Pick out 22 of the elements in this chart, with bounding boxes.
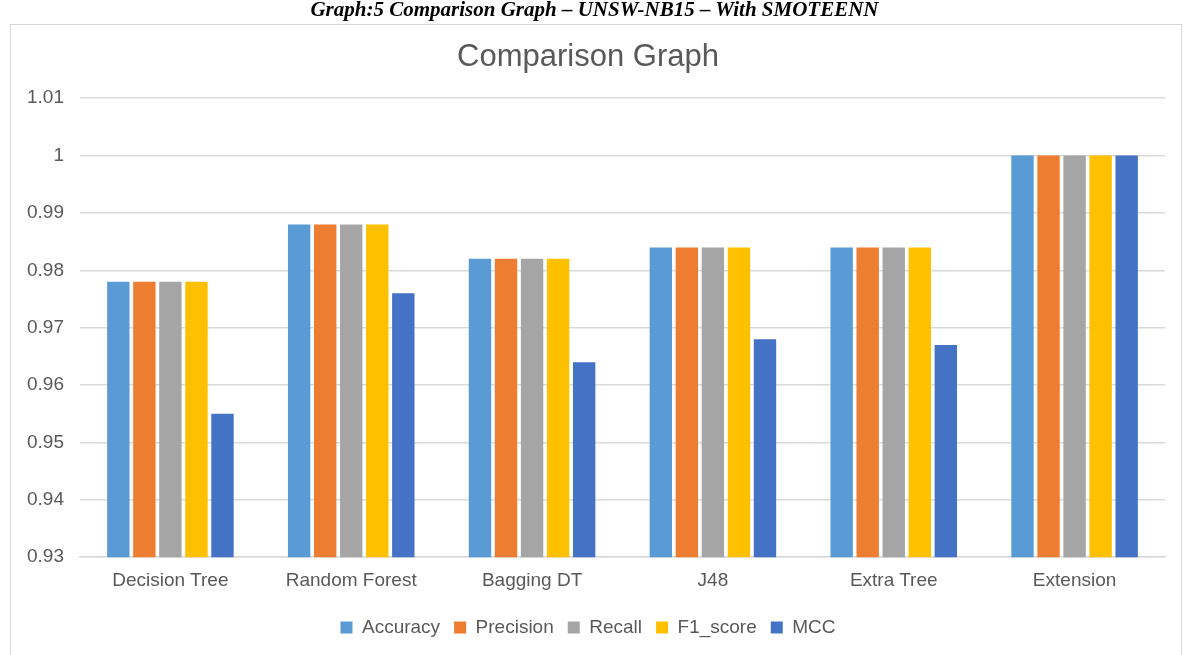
y-tick-label: 0.97 <box>27 315 64 337</box>
y-tick-label: 0.95 <box>27 430 64 452</box>
x-tick-label: Extension <box>1032 568 1117 590</box>
x-tick-label: Extra Tree <box>849 568 938 590</box>
x-tick-label: Decision Tree <box>112 568 229 590</box>
y-tick-label: 0.93 <box>27 545 64 567</box>
legend-label: Accuracy <box>361 615 441 637</box>
chart-title: Comparison Graph <box>457 38 719 74</box>
legend-label: MCC <box>792 615 836 637</box>
x-tick-label: Bagging DT <box>481 568 583 590</box>
y-tick-label: 0.98 <box>27 258 64 280</box>
x-tick-label: Random Forest <box>285 568 418 590</box>
y-tick-label: 1.01 <box>27 86 64 108</box>
x-tick-label: J48 <box>697 568 729 590</box>
y-tick-label: 1 <box>53 143 64 165</box>
y-tick-label: 0.94 <box>27 488 65 510</box>
y-tick-label: 0.96 <box>27 373 64 395</box>
text: Graph:5 Comparison Graph – UNSW-NB15 – With SMOTEENN <box>309 0 880 22</box>
y-tick-label: 0.99 <box>27 201 64 223</box>
legend-label: F1_score <box>677 615 757 638</box>
legend-label: Precision <box>475 615 554 637</box>
legend-label: Recall <box>589 615 643 637</box>
